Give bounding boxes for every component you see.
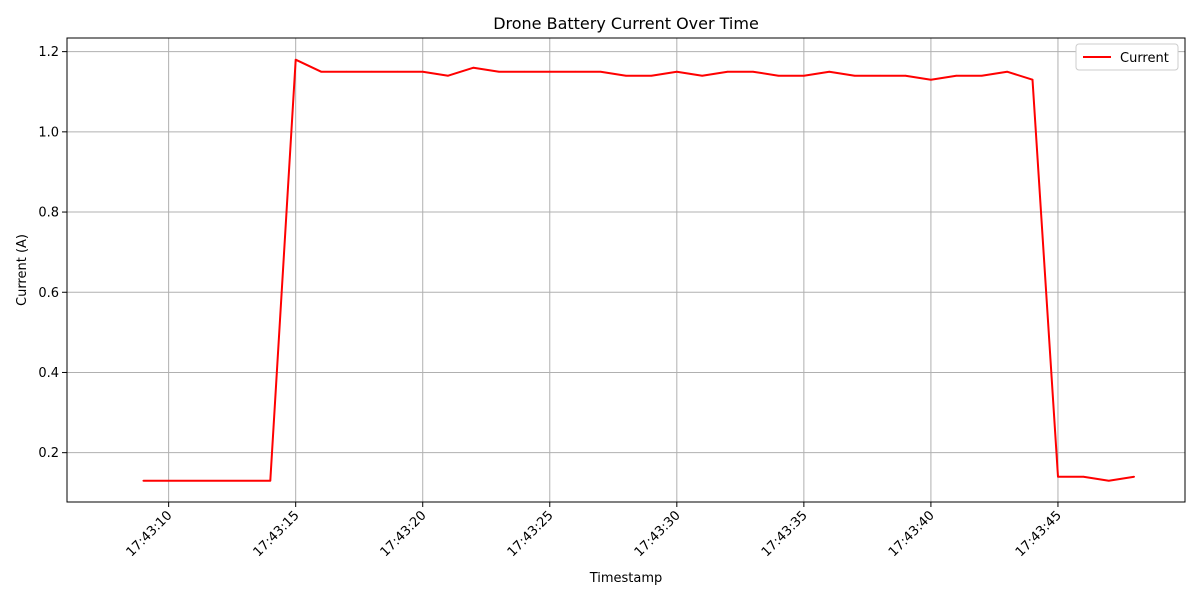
data-point <box>498 70 500 73</box>
data-point <box>752 70 754 73</box>
x-tick-label: 17:43:15 <box>251 508 303 560</box>
y-tick-label: 1.2 <box>38 45 59 60</box>
y-tick-label: 0.8 <box>38 206 59 221</box>
data-point <box>269 479 272 482</box>
data-point <box>193 479 195 482</box>
x-tick-label: 17:43:20 <box>378 508 430 560</box>
data-point <box>853 74 856 77</box>
data-point <box>701 74 704 77</box>
data-point <box>1107 479 1110 482</box>
data-point <box>955 74 958 77</box>
data-point <box>523 70 526 73</box>
x-tick-label: 17:43:35 <box>759 508 811 560</box>
y-axis-label: Current (A) <box>15 234 30 306</box>
y-tick-label: 1.0 <box>38 125 59 140</box>
plot-area <box>66 37 1186 503</box>
x-tick-label: 17:43:40 <box>886 508 938 560</box>
data-point <box>1006 70 1008 73</box>
x-tick-label: 17:43:25 <box>505 508 557 560</box>
data-point <box>167 479 170 482</box>
x-tick-label: 17:43:30 <box>632 508 684 560</box>
x-tick-label: 17:43:10 <box>124 508 176 560</box>
legend: Current <box>1075 43 1179 71</box>
data-point <box>803 74 805 77</box>
data-point <box>320 70 322 73</box>
data-point <box>1082 475 1085 478</box>
y-tick-label: 0.4 <box>38 366 59 381</box>
data-point <box>1057 475 1059 478</box>
data-point <box>244 479 246 482</box>
data-point <box>142 479 145 482</box>
data-point <box>879 74 881 77</box>
data-point <box>1133 475 1135 478</box>
data-point <box>650 74 653 77</box>
x-axis-label: Timestamp <box>589 571 663 586</box>
data-point <box>421 70 424 73</box>
chart-title: Drone Battery Current Over Time <box>493 14 759 33</box>
y-axis: 0.2 0.4 0.6 0.8 1.0 1.2 <box>38 45 67 461</box>
data-point <box>904 74 907 77</box>
data-point <box>371 70 373 73</box>
legend-box <box>1075 43 1179 71</box>
data-point <box>1031 78 1034 81</box>
data-point <box>396 70 399 73</box>
grid <box>67 38 1185 502</box>
x-axis: 17:43:10 17:43:15 17:43:20 17:43:25 17:43:30… <box>124 502 1065 560</box>
data-point <box>218 479 221 482</box>
data-point <box>777 74 780 77</box>
data-point <box>676 70 678 73</box>
data-points <box>142 58 1135 482</box>
x-tick-label: 17:43:45 <box>1013 508 1065 560</box>
data-point <box>726 70 729 73</box>
data-point <box>294 58 297 61</box>
data-point <box>930 78 932 81</box>
y-tick-label: 0.6 <box>38 286 59 301</box>
data-point <box>828 70 831 73</box>
data-point <box>574 70 576 73</box>
data-point <box>472 66 475 69</box>
data-point <box>447 74 449 77</box>
series-line-current <box>143 58 1135 482</box>
y-tick-label: 0.2 <box>38 446 59 461</box>
data-point <box>625 74 627 77</box>
data-point <box>980 74 983 77</box>
data-point <box>548 70 551 73</box>
legend-label-current: Current <box>1120 51 1169 66</box>
data-point <box>345 70 348 73</box>
data-point <box>599 70 602 73</box>
